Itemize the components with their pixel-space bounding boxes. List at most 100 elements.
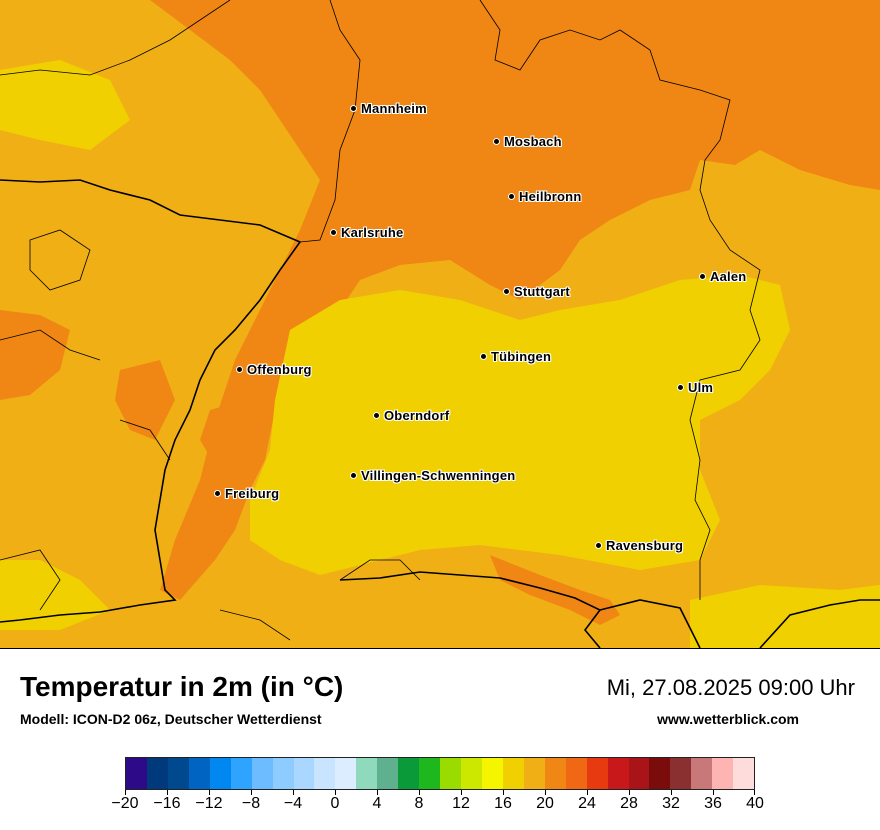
colorbar-tick (419, 790, 420, 795)
colorbar-segment (188, 758, 210, 789)
city-dot-icon (699, 272, 706, 280)
city-marker[interactable]: Heilbronn (508, 187, 581, 205)
colorbar-segment (481, 758, 503, 789)
city-marker[interactable]: Mosbach (493, 132, 562, 150)
city-label: Karlsruhe (341, 224, 404, 240)
colorbar-tick-label: 8 (414, 795, 424, 812)
colorbar-tick (545, 790, 546, 795)
colorbar-tick (251, 790, 252, 795)
city-dot-icon (480, 352, 487, 360)
city-marker[interactable]: Mannheim (350, 99, 427, 117)
colorbar-segment (377, 758, 399, 789)
colorbar-tick-label: 40 (746, 795, 764, 812)
colorbar-segment (230, 758, 252, 789)
colorbar-tick (335, 790, 336, 795)
colorbar-tick-label: 36 (704, 795, 722, 812)
colorbar-segment (272, 758, 294, 789)
city-label: Offenburg (247, 361, 312, 377)
colorbar-segment (293, 758, 315, 789)
colorbar-segment (251, 758, 273, 789)
warm-zone-blackforest (200, 400, 255, 470)
colorbar-tick-label: −20 (111, 795, 139, 812)
warm-zone-west (0, 310, 70, 400)
city-marker[interactable]: Karlsruhe (330, 223, 404, 241)
city-marker[interactable]: Aalen (699, 267, 746, 285)
cool-zone-interior (250, 275, 790, 575)
temperature-field (0, 0, 880, 648)
colorbar-segment (649, 758, 671, 789)
colorbar-segment (670, 758, 692, 789)
colorbar-tick-label: 24 (578, 795, 596, 812)
city-dot-icon (503, 287, 510, 295)
colorbar-tick-label: −8 (241, 795, 261, 812)
colorbar-segment (691, 758, 713, 789)
colorbar-segment (712, 758, 734, 789)
cool-zone-southwest (0, 560, 110, 630)
colorbar-segment (502, 758, 524, 789)
model-source: Modell: ICON-D2 06z, Deutscher Wetterdie… (20, 711, 322, 727)
state-borders (0, 0, 761, 641)
city-label: Ravensburg (606, 537, 684, 553)
map-footer: Temperatur in 2m (in °C) Modell: ICON-D2… (0, 649, 880, 830)
colorbar-segment (523, 758, 545, 789)
colorbar-segment (544, 758, 566, 789)
city-marker[interactable]: Tübingen (480, 347, 551, 365)
city-label: Heilbronn (519, 188, 582, 204)
colorbar-tick (461, 790, 462, 795)
colorbar-segment (586, 758, 608, 789)
colorbar-segment (209, 758, 231, 789)
city-dot-icon (330, 228, 337, 236)
colorbar-tick (503, 790, 504, 795)
city-marker[interactable]: Ravensburg (595, 536, 683, 554)
colorbar-segment (607, 758, 629, 789)
city-dot-icon (677, 383, 684, 391)
colorbar-tick (713, 790, 714, 795)
national-borders (0, 179, 880, 648)
colorbar-segment (565, 758, 587, 789)
colorbar-tick (209, 790, 210, 795)
colorbar-segment (356, 758, 378, 789)
city-dot-icon (508, 192, 515, 200)
city-marker[interactable]: Freiburg (214, 484, 279, 502)
city-marker[interactable]: Stuttgart (503, 282, 570, 300)
colorbar-segment (398, 758, 420, 789)
city-marker[interactable]: Ulm (677, 378, 713, 396)
colorbar-tick-label: 32 (662, 795, 680, 812)
colorbar-tick (125, 790, 126, 795)
colorbar-tick-label: 16 (494, 795, 512, 812)
warm-zone-north (150, 0, 880, 600)
colorbar-segment (733, 758, 755, 789)
colorbar-tick-label: 20 (536, 795, 554, 812)
cool-zone-alps (690, 585, 880, 648)
colorbar-tick-label: 28 (620, 795, 638, 812)
city-label: Oberndorf (384, 407, 450, 423)
colorbar-segment (419, 758, 441, 789)
colorbar-ticks: −20 −16 −12 −8 −4 0 4 8 12 16 20 24 28 32 36 40 (111, 790, 764, 820)
map-title: Temperatur in 2m (in °C) (20, 671, 344, 702)
website-link[interactable]: www.wetterblick.com (657, 711, 799, 727)
colorbar-tick (167, 790, 168, 795)
city-label: Villingen-Schwenningen (361, 467, 516, 483)
city-dot-icon (350, 104, 357, 112)
city-dot-icon (493, 137, 500, 145)
colorbar-tick-label: 0 (330, 795, 340, 812)
colorbar-segment (461, 758, 482, 789)
colorbar-tick (293, 790, 294, 795)
colorbar-tick-label: 12 (452, 795, 470, 812)
city-marker[interactable]: Villingen-Schwenningen (350, 466, 515, 484)
city-label: Ulm (688, 379, 714, 395)
colorbar-tick (754, 790, 755, 795)
city-marker[interactable]: Oberndorf (373, 406, 449, 424)
city-marker[interactable]: Offenburg (236, 360, 312, 378)
city-label: Mosbach (504, 133, 562, 149)
city-dot-icon (236, 365, 243, 373)
temperature-map[interactable]: Mannheim Mosbach Heilbronn Karlsruhe Aalen St… (0, 0, 880, 649)
colorbar-segment (126, 758, 147, 789)
colorbar-segment (314, 758, 336, 789)
colorbar-segment (440, 758, 461, 789)
city-label: Tübingen (491, 348, 552, 364)
city-label: Aalen (710, 268, 747, 284)
colorbar-tick-label: −4 (283, 795, 303, 812)
forecast-datetime: Mi, 27.08.2025 09:00 Uhr (606, 675, 855, 700)
cool-zone-northwest (0, 60, 130, 150)
